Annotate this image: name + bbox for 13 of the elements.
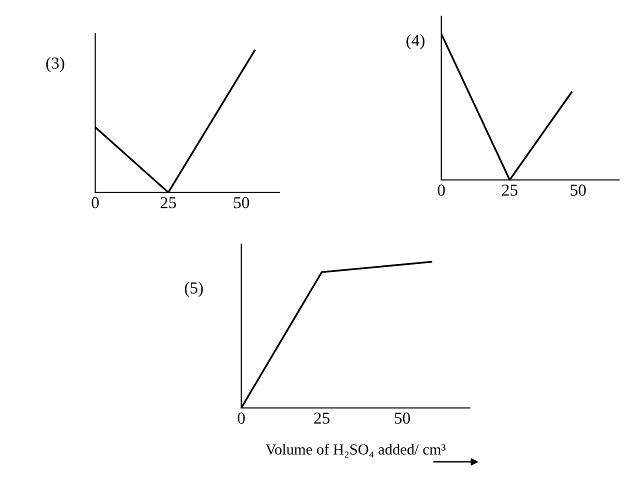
text: (5) <box>184 282 203 297</box>
chart-title: (3) <box>46 57 64 72</box>
x-tick-label: 0 <box>92 197 99 208</box>
x-tick-label: 25 <box>314 412 330 424</box>
x-tick-label: 50 <box>394 412 410 424</box>
x-tick-label: 50 <box>570 184 586 196</box>
chart-title: (4) <box>406 34 424 50</box>
x-axis-title: Volume of H₂SO₄ added/ cm³ <box>266 444 446 458</box>
x-tick-label: 0 <box>438 184 445 196</box>
x-tick-label: 25 <box>160 197 176 208</box>
x-tick-label: 0 <box>238 412 245 424</box>
x-tick-label: 25 <box>502 184 518 196</box>
x-tick-label: 50 <box>234 197 250 208</box>
